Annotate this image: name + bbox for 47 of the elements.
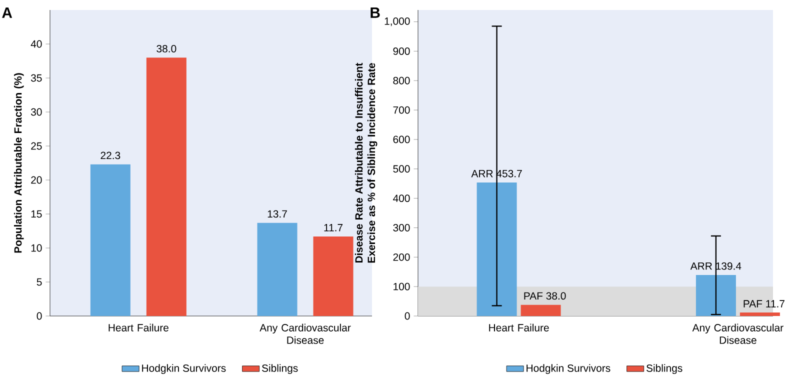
chart-title: A (2, 8, 12, 18)
y-tick-label: 35 (30, 74, 42, 82)
bar (476, 182, 517, 316)
bar (313, 236, 354, 316)
y-tick-label: 900 (393, 47, 410, 55)
y-tick-label: 600 (393, 136, 410, 144)
y-tick-label: 700 (393, 106, 410, 114)
y-tick-label: 10 (31, 244, 42, 252)
y-tick-label: 20 (31, 176, 42, 184)
x-tick-label: Any Cardiovascular Disease (260, 324, 351, 344)
y-tick-label: 100 (394, 282, 410, 290)
y-tick-label: 1,000 (384, 17, 410, 26)
y-axis-title: Population Attributable Fraction (%) (14, 73, 24, 253)
legend-label: Hodgkin Survivors (526, 364, 610, 374)
y-tick-label: 200 (393, 253, 410, 261)
legend-label: Siblings (646, 364, 682, 374)
y-tick-label: 0 (404, 312, 410, 320)
data-label: 13.7 (268, 210, 287, 218)
data-label: PAF 38.0 (524, 292, 566, 300)
chart-title: B (370, 8, 380, 18)
x-tick-label: Heart Failure (489, 324, 549, 332)
y-tick-label: 40 (30, 40, 42, 48)
data-label: 11.7 (324, 224, 343, 232)
legend-label: Siblings (262, 364, 298, 374)
y-tick-label: 500 (393, 165, 410, 173)
y-tick-label: 5 (36, 278, 42, 286)
bar (520, 304, 561, 316)
y-tick-label: 25 (31, 142, 42, 150)
data-label: ARR 139.4 (690, 262, 742, 270)
y-tick-label: 15 (31, 210, 42, 218)
y-tick-label: 400 (393, 194, 410, 202)
bar (90, 164, 130, 316)
x-tick-label: Any Cardiovascular Disease (692, 324, 784, 344)
y-tick-label: 300 (393, 224, 410, 232)
x-tick-label: Heart Failure (108, 324, 168, 332)
bar (146, 58, 186, 316)
legend-label: Hodgkin Survivors (142, 364, 226, 374)
bar (740, 312, 780, 316)
y-axis-title: Disease Rate Attributable to Insufficient Exercise as % of Sibling Incidence Rate (354, 62, 378, 263)
y-tick-label: 0 (36, 312, 42, 320)
data-label: 22.3 (100, 152, 120, 160)
y-tick-label: 800 (393, 76, 410, 84)
bar (696, 274, 736, 316)
bar (257, 222, 298, 316)
data-label: 38.0 (156, 45, 176, 52)
y-tick-label: 30 (30, 108, 42, 116)
data-label: PAF 11.7 (744, 300, 784, 308)
